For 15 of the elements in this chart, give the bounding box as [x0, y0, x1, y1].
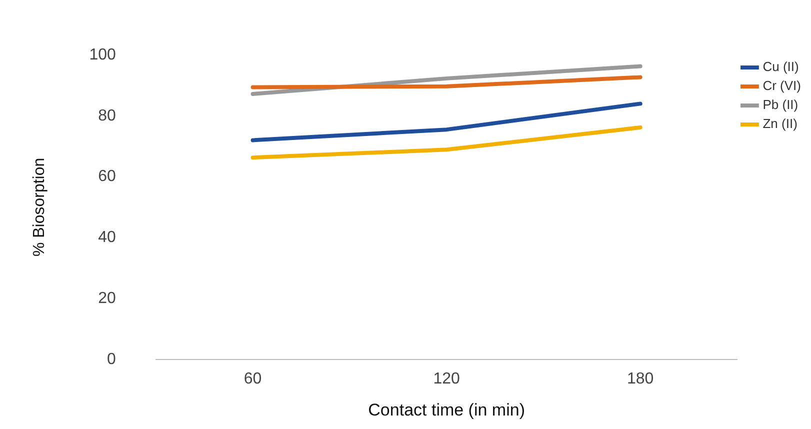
y-tick-label: 0 — [106, 350, 116, 368]
legend-label: Cu (II) — [762, 59, 799, 74]
x-axis-title: Contact time (in min) — [368, 400, 525, 420]
y-tick-label: 100 — [89, 46, 116, 64]
y-tick-label: 20 — [98, 290, 116, 307]
y-tick-label: 60 — [98, 168, 116, 186]
legend-label: Pb (II) — [762, 97, 798, 112]
x-tick-label: 60 — [244, 370, 262, 388]
y-axis-title: % Biosorption — [31, 158, 48, 257]
y-tick-label: 40 — [98, 229, 116, 246]
legend-label: Cr (VI) — [762, 78, 802, 94]
legend-label: Zn (II) — [762, 116, 798, 132]
x-tick-label: 120 — [433, 370, 460, 388]
x-tick-label: 180 — [626, 370, 654, 388]
y-tick-label: 80 — [98, 107, 116, 124]
